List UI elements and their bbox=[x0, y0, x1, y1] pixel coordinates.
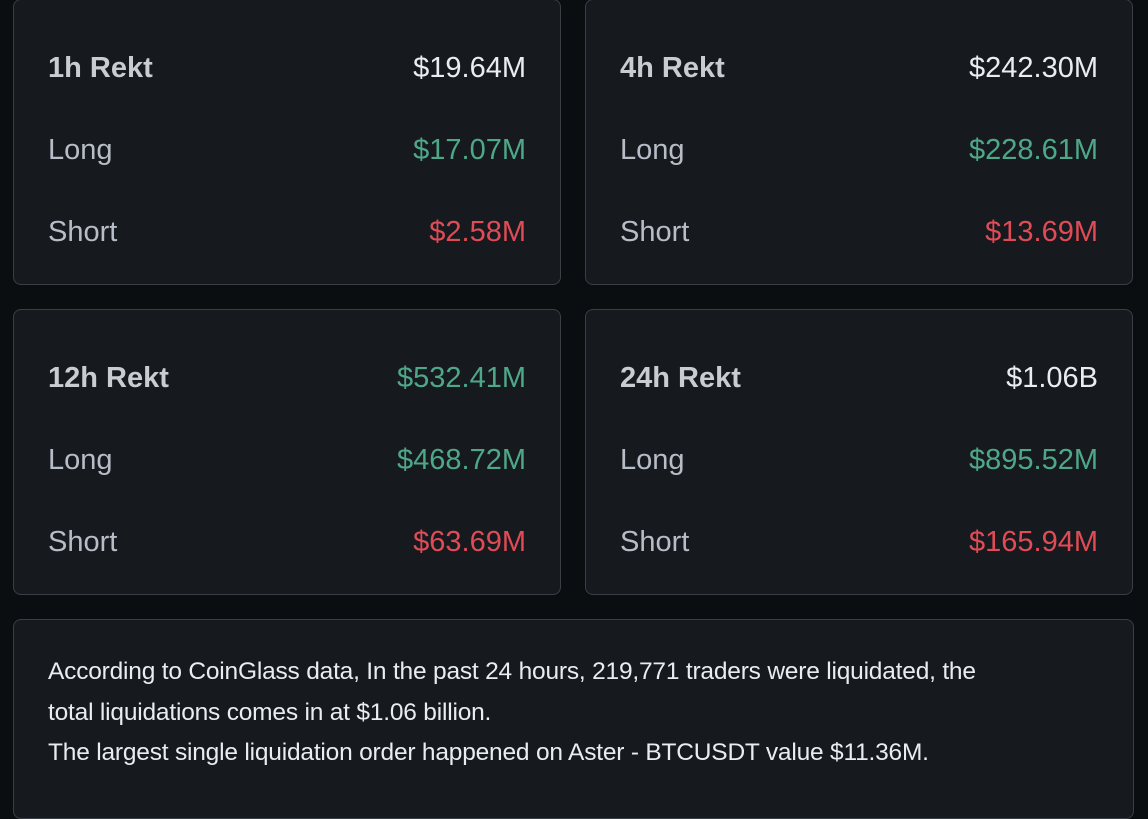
summary-box: According to CoinGlass data, In the past… bbox=[13, 619, 1134, 819]
total-row: 1h Rekt $19.64M bbox=[48, 48, 526, 88]
short-label: Short bbox=[48, 215, 118, 248]
long-row: Long $17.07M bbox=[48, 130, 526, 170]
long-row: Long $228.61M bbox=[620, 130, 1098, 170]
total-row: 4h Rekt $242.30M bbox=[620, 48, 1098, 88]
card-title: 4h Rekt bbox=[620, 51, 725, 84]
short-row: Short $165.94M bbox=[620, 522, 1098, 562]
short-row: Short $13.69M bbox=[620, 212, 1098, 252]
card-title: 1h Rekt bbox=[48, 51, 153, 84]
total-value: $242.30M bbox=[969, 51, 1098, 84]
total-row: 12h Rekt $532.41M bbox=[48, 358, 526, 398]
long-value: $895.52M bbox=[969, 443, 1098, 476]
rekt-card: 12h Rekt $532.41M Long $468.72M Short $63.69M bbox=[13, 309, 561, 595]
long-row: Long $895.52M bbox=[620, 440, 1098, 480]
short-label: Short bbox=[48, 525, 118, 558]
body: 1h Rekt $19.64M Long $17.07M Short $2.58M 4h R… bbox=[13, 0, 1134, 819]
summary-line: The largest single liquidation order hap… bbox=[48, 739, 929, 766]
long-value: $228.61M bbox=[969, 133, 1098, 166]
short-value: $2.58M bbox=[429, 215, 526, 248]
total-value: $532.41M bbox=[397, 361, 526, 394]
short-row: Short $63.69M bbox=[48, 522, 526, 562]
summary-line: total liquidations comes in at $1.06 bil… bbox=[48, 699, 492, 726]
rekt-card: 4h Rekt $242.30M Long $228.61M Short $13.69M bbox=[585, 0, 1133, 285]
short-value: $63.69M bbox=[413, 525, 526, 558]
rekt-card: 24h Rekt $1.06B Long $895.52M Short $165.94M bbox=[585, 309, 1133, 595]
total-value: $19.64M bbox=[413, 51, 526, 84]
long-label: Long bbox=[48, 133, 113, 166]
card-title: 24h Rekt bbox=[620, 361, 741, 394]
long-value: $17.07M bbox=[413, 133, 526, 166]
short-value: $165.94M bbox=[969, 525, 1098, 558]
short-label: Short bbox=[620, 215, 690, 248]
long-label: Long bbox=[620, 443, 685, 476]
summary-line: According to CoinGlass data, In the past… bbox=[48, 658, 976, 685]
long-label: Long bbox=[620, 133, 685, 166]
page: {"cards": [ {"title": "1h Rekt", "total"… bbox=[13, 0, 1134, 819]
card-title: 12h Rekt bbox=[48, 361, 169, 394]
total-value: $1.06B bbox=[1006, 361, 1098, 394]
long-value: $468.72M bbox=[397, 443, 526, 476]
short-value: $13.69M bbox=[985, 215, 1098, 248]
long-label: Long bbox=[48, 443, 113, 476]
total-row: 24h Rekt $1.06B bbox=[620, 358, 1098, 398]
short-label: Short bbox=[620, 525, 690, 558]
rekt-card: 1h Rekt $19.64M Long $17.07M Short $2.58M bbox=[13, 0, 561, 285]
short-row: Short $2.58M bbox=[48, 212, 526, 252]
long-row: Long $468.72M bbox=[48, 440, 526, 480]
